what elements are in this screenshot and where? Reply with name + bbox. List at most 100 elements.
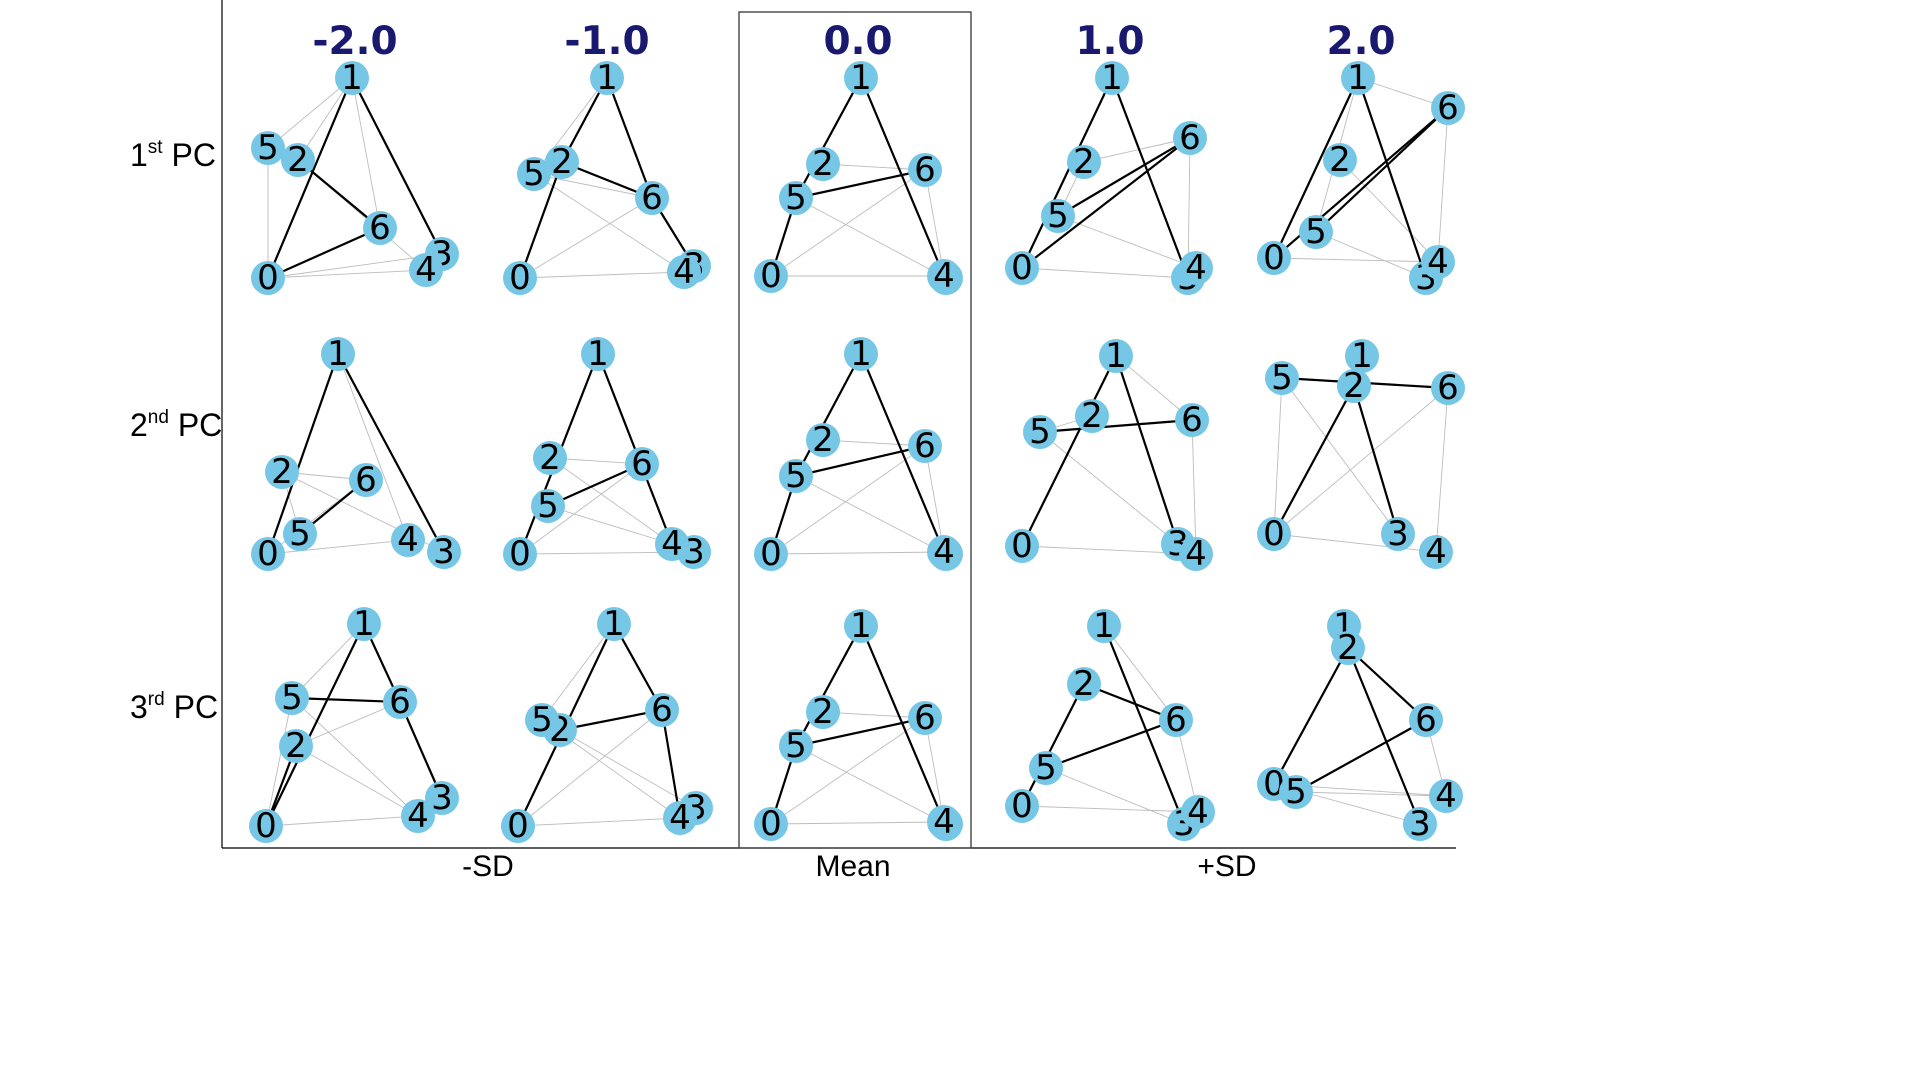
node-label-0: 0 [507, 806, 529, 846]
node-1 [844, 61, 878, 95]
weak-edge [924, 169, 945, 277]
node-5 [1265, 361, 1299, 395]
weak-edge [770, 169, 926, 277]
node-4 [927, 805, 961, 839]
node-4 [401, 799, 435, 833]
strong-edge [1021, 77, 1113, 269]
node-1 [1095, 61, 1129, 95]
node-label-0: 0 [760, 804, 782, 844]
node-label-0: 0 [1011, 248, 1033, 288]
node-6 [363, 211, 397, 245]
node-1 [1345, 339, 1379, 373]
node-label-1: 1 [1105, 336, 1127, 376]
node-label-5: 5 [257, 128, 279, 168]
node-label-2: 2 [1073, 142, 1095, 182]
node-label-0: 0 [509, 258, 531, 298]
weak-edge [1273, 387, 1449, 535]
node-4 [667, 255, 701, 289]
node-label-6: 6 [914, 150, 936, 190]
node-label-2: 2 [812, 420, 834, 460]
node-label-0: 0 [257, 258, 279, 298]
weak-edge [517, 709, 663, 827]
node-2 [545, 145, 579, 179]
node-label-6: 6 [1165, 700, 1187, 740]
weak-edge [1057, 215, 1197, 269]
strong-edge [1295, 719, 1427, 793]
node-label-1: 1 [603, 604, 625, 644]
strong-edge [1102, 625, 1186, 825]
node-label-1: 1 [1351, 336, 1373, 376]
weak-edge [267, 269, 427, 279]
node-label-4: 4 [1427, 242, 1449, 282]
strong-edge [297, 159, 381, 229]
strong-edge [1356, 77, 1428, 279]
strong-edge [1057, 137, 1191, 217]
node-6 [1159, 703, 1193, 737]
node-label-4: 4 [1185, 248, 1207, 288]
node-label-0: 0 [1263, 238, 1285, 278]
node-label-0: 0 [1011, 786, 1033, 826]
node-label-1: 1 [327, 334, 349, 374]
weak-edge [265, 815, 419, 827]
node-4 [927, 535, 961, 569]
strong-edge [605, 77, 654, 199]
node-label-2: 2 [1337, 628, 1359, 668]
node-label-3: 3 [1387, 514, 1409, 554]
node-6 [908, 429, 942, 463]
node-6 [1409, 703, 1443, 737]
node-5 [1023, 415, 1057, 449]
node-label-6: 6 [369, 208, 391, 248]
node-6 [1173, 121, 1207, 155]
weak-edge [267, 77, 353, 149]
weak-edge [924, 445, 945, 553]
node-2 [806, 423, 840, 457]
weak-edge [1191, 419, 1197, 555]
weak-edge [1083, 137, 1191, 163]
node-label-5: 5 [785, 456, 807, 496]
weak-edge [822, 439, 926, 447]
strong-edge [518, 161, 564, 279]
node-label-6: 6 [651, 690, 673, 730]
node-label-4: 4 [661, 524, 683, 564]
node-label-4: 4 [673, 252, 695, 292]
weak-edge [291, 697, 419, 817]
strong-edge [859, 353, 946, 553]
weak-edge [517, 817, 681, 827]
weak-edge [822, 163, 926, 171]
node-6 [635, 181, 669, 215]
node-label-2: 2 [1073, 664, 1095, 704]
node-label-6: 6 [1437, 88, 1459, 128]
row-label-pc1: 1st PC [130, 137, 216, 173]
node-3 [1403, 807, 1437, 841]
node-0 [503, 261, 537, 295]
strong-edge [337, 353, 445, 553]
weak-edge [1273, 533, 1437, 553]
node-6 [908, 153, 942, 187]
node-label-3: 3 [431, 778, 453, 818]
node-label-2: 2 [812, 692, 834, 732]
weak-edge [1021, 267, 1189, 279]
node-label-5: 5 [1271, 358, 1293, 398]
weak-edge [770, 551, 945, 555]
node-label-6: 6 [389, 682, 411, 722]
node-label-0: 0 [257, 534, 279, 574]
node-label-0: 0 [1011, 526, 1033, 566]
weak-edge [549, 457, 673, 545]
node-1 [347, 607, 381, 641]
node-6 [383, 685, 417, 719]
node-label-6: 6 [631, 444, 653, 484]
node-label-2: 2 [539, 438, 561, 478]
node-label-2: 2 [1343, 366, 1365, 406]
weak-edge [265, 697, 293, 827]
node-label-0: 0 [255, 806, 277, 846]
node-label-2: 2 [1329, 140, 1351, 180]
weak-edge [1273, 257, 1439, 263]
node-1 [581, 337, 615, 371]
node-label-6: 6 [641, 178, 663, 218]
strong-edge [1021, 137, 1191, 269]
node-0 [1005, 529, 1039, 563]
node-label-1: 1 [1093, 606, 1115, 646]
